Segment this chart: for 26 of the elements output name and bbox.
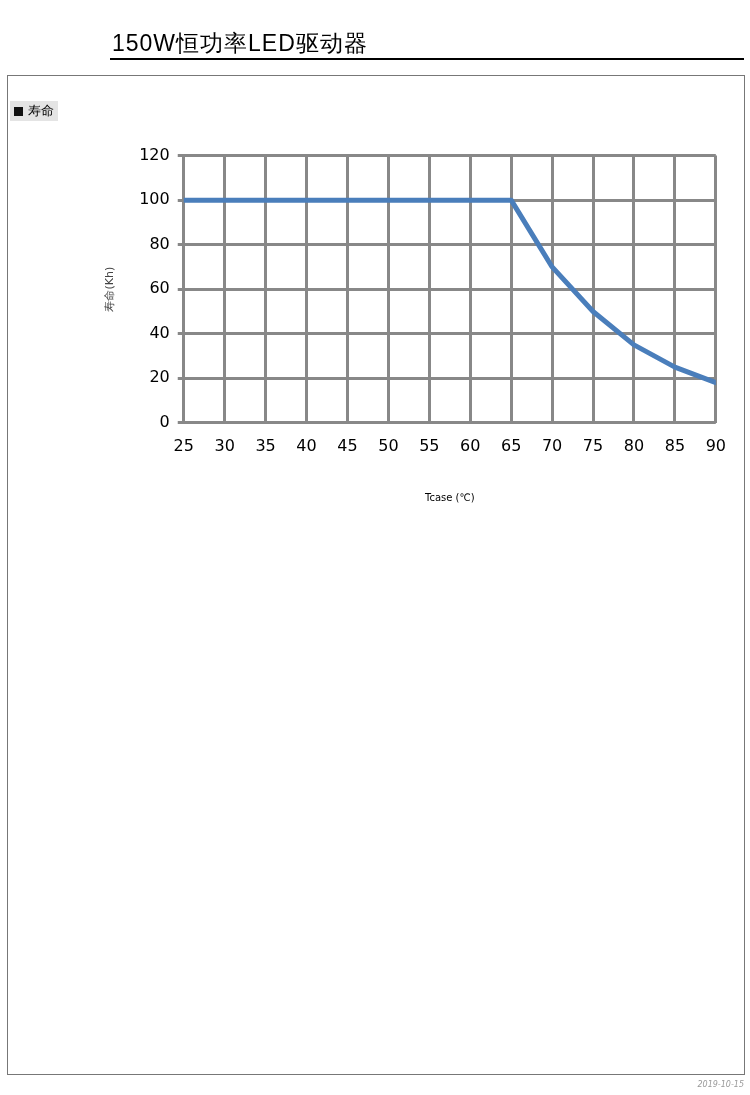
- x-tick-label: 50: [378, 435, 399, 455]
- y-tick-label: 100: [139, 189, 170, 209]
- y-axis-title: 寿命(Kh): [103, 266, 117, 312]
- x-tick-label: 60: [460, 435, 481, 455]
- y-tick-label: 80: [149, 233, 170, 253]
- y-tick-label: 40: [149, 322, 170, 342]
- y-tick-label: 120: [139, 144, 170, 164]
- y-tick-label: 60: [149, 278, 170, 298]
- x-tick-label: 30: [214, 435, 235, 455]
- x-tick-label: 45: [337, 435, 358, 455]
- text: 2019-10-15: [697, 1080, 744, 1089]
- x-tick-label: 40: [296, 435, 317, 455]
- x-axis-title: Tcase (℃): [423, 491, 475, 503]
- y-tick-label: 0: [159, 411, 170, 431]
- x-tick-label: 75: [582, 435, 604, 455]
- y-tick-label: 20: [149, 367, 170, 387]
- x-tick-label: 35: [255, 435, 276, 455]
- x-tick-label: 70: [541, 435, 563, 455]
- text: 寿命: [28, 102, 54, 120]
- x-tick-label: 55: [419, 435, 440, 455]
- x-tick-label: 85: [664, 435, 686, 455]
- x-tick-label: 65: [500, 435, 522, 455]
- chart-title: 150W恒功率LED驱动器: [112, 29, 368, 58]
- x-tick-label: 90: [705, 435, 726, 455]
- x-tick-label: 25: [173, 435, 194, 455]
- x-tick-label: 80: [623, 435, 645, 455]
